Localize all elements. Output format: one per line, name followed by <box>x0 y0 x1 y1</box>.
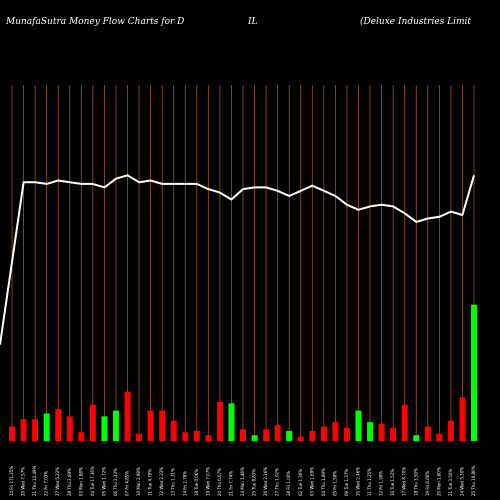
grid-lines <box>11 85 475 441</box>
volume-bar <box>471 304 477 441</box>
volume-bar <box>216 401 223 441</box>
x-tick-label: 04 Thu 1.89% <box>321 468 326 496</box>
x-tick-label: 12 Fri 1.99% <box>379 471 384 496</box>
x-tick-label: 20 Mon 1.60% <box>436 467 441 496</box>
x-tick-label: 11 Thu 1.25% <box>367 468 372 496</box>
volume-bar <box>459 397 466 441</box>
x-tick-label: 21 Fri 7.74% <box>228 471 233 496</box>
volume-bar <box>147 410 154 441</box>
volume-bar <box>447 420 454 441</box>
chart-title-left: MunafaSutra Money Flow Charts for D <box>5 17 184 27</box>
volume-bar <box>343 427 350 441</box>
chart-title-middle: IL <box>247 17 258 27</box>
volume-bar <box>9 426 15 441</box>
x-tick-label: 18 Tue 0.06% <box>194 469 199 496</box>
volume-bar <box>286 430 293 441</box>
x-tick-label: 26 Wed 2.16% <box>263 467 268 496</box>
volume-bar <box>101 416 108 441</box>
x-tick-label: 02 Tue 1.36% <box>298 469 303 496</box>
x-tick-label: 19 Fri 6.66% <box>425 471 430 496</box>
x-tick-label: 09 Tue 1.37% <box>344 469 349 496</box>
x-tick-label: 06 Thu 2.33% <box>113 468 118 496</box>
volume-bar <box>170 420 177 441</box>
volume-bar <box>390 427 397 441</box>
x-tick-label: 18 Thu 3.50% <box>413 468 418 496</box>
x-tick-label: 14 Fri 2.78% <box>182 471 187 496</box>
x-tick-label: 03 Wed 1.69% <box>309 467 314 496</box>
volume-bars <box>9 304 477 441</box>
x-tick-label: 20 Thu 0.07% <box>217 468 222 496</box>
volume-bar <box>124 391 131 441</box>
x-tick-label: 22 Fri 7.03% <box>44 471 49 496</box>
volume-bar <box>205 435 212 441</box>
volume-bar <box>32 419 39 441</box>
x-tick-label: 28 Thu 2.69% <box>67 468 72 496</box>
x-tick-label: 14 Fri 171.25% <box>9 466 14 496</box>
volume-bar <box>228 403 235 441</box>
volume-bar <box>355 410 362 441</box>
volume-bar <box>251 435 258 441</box>
volume-bar <box>332 422 339 441</box>
x-tick-label: 05 Wed 1.72% <box>101 467 106 496</box>
volume-bar <box>263 429 270 441</box>
volume-bar <box>159 410 166 441</box>
volume-bar <box>274 425 281 441</box>
x-tick-label: 03 Mon 1.88% <box>78 467 83 496</box>
price-line-group <box>0 174 475 345</box>
volume-bar <box>297 436 304 441</box>
chart-title-right: (Deluxe Industries Limit <box>360 16 471 27</box>
volume-bar <box>436 433 443 441</box>
x-tick-label: 24 Wed 5.30% <box>459 467 464 496</box>
x-tick-label: 17 Wed 8.70% <box>402 467 407 496</box>
x-tick-label: 10 Mon 2.98% <box>136 467 141 496</box>
volume-bar <box>413 435 420 441</box>
x-tick-label: 11 Tue 4.79% <box>148 469 153 496</box>
volume-bar <box>378 423 385 441</box>
x-tick-label: 24 Mon 1.46% <box>240 467 245 496</box>
volume-bar <box>136 433 143 441</box>
x-tick-label: 28 Fri 1.00% <box>286 471 291 496</box>
volume-bar <box>309 430 316 441</box>
volume-bar <box>320 426 327 441</box>
x-tick-label: 27 Wed 5.22% <box>55 467 60 496</box>
volume-bar <box>182 432 189 441</box>
x-tick-label: 07 Fri 4.85% <box>125 471 130 496</box>
volume-bar <box>78 432 85 441</box>
x-tick-label: 13 Thu 1.31% <box>171 468 176 496</box>
x-tick-label: 10 Wed 2.46% <box>356 467 361 496</box>
volume-bar <box>193 430 200 441</box>
x-tick-label: 21 Tue 3.50% <box>448 469 453 496</box>
volume-bar <box>66 416 73 441</box>
x-tick-label: 21 Thu 12.49% <box>32 465 37 496</box>
volume-bar <box>20 419 27 441</box>
volume-bar <box>89 404 96 441</box>
volume-bar <box>112 410 119 441</box>
price-line <box>0 174 475 345</box>
x-tick-label: 27 Thu 1.02% <box>275 468 280 496</box>
volume-bar <box>240 429 246 441</box>
volume-bar <box>424 426 431 441</box>
volume-bar <box>43 413 50 441</box>
x-tick-label: 20 Wed 7.57% <box>21 467 26 496</box>
x-tick-label: 12 Wed 2.33% <box>159 467 164 496</box>
x-tick-label: 19 Wed 7.07% <box>205 467 210 496</box>
x-tick-label: 04 Tue 17.36% <box>90 466 95 496</box>
x-tick-label: 25 Thu 10.80% <box>471 465 476 496</box>
x-tick-labels: 14 Fri 171.25% 20 Wed 7.57% 21 Thu 12.49% 2… <box>9 465 476 496</box>
volume-bar <box>55 409 62 441</box>
volume-bar <box>401 404 408 441</box>
x-tick-label: 16 Tue 1.52% <box>390 469 395 496</box>
x-tick-label: 05 Fri 1.59% <box>332 471 337 496</box>
volume-bar <box>367 422 374 441</box>
x-tick-label: 25 Tue 8.83% <box>252 469 257 496</box>
